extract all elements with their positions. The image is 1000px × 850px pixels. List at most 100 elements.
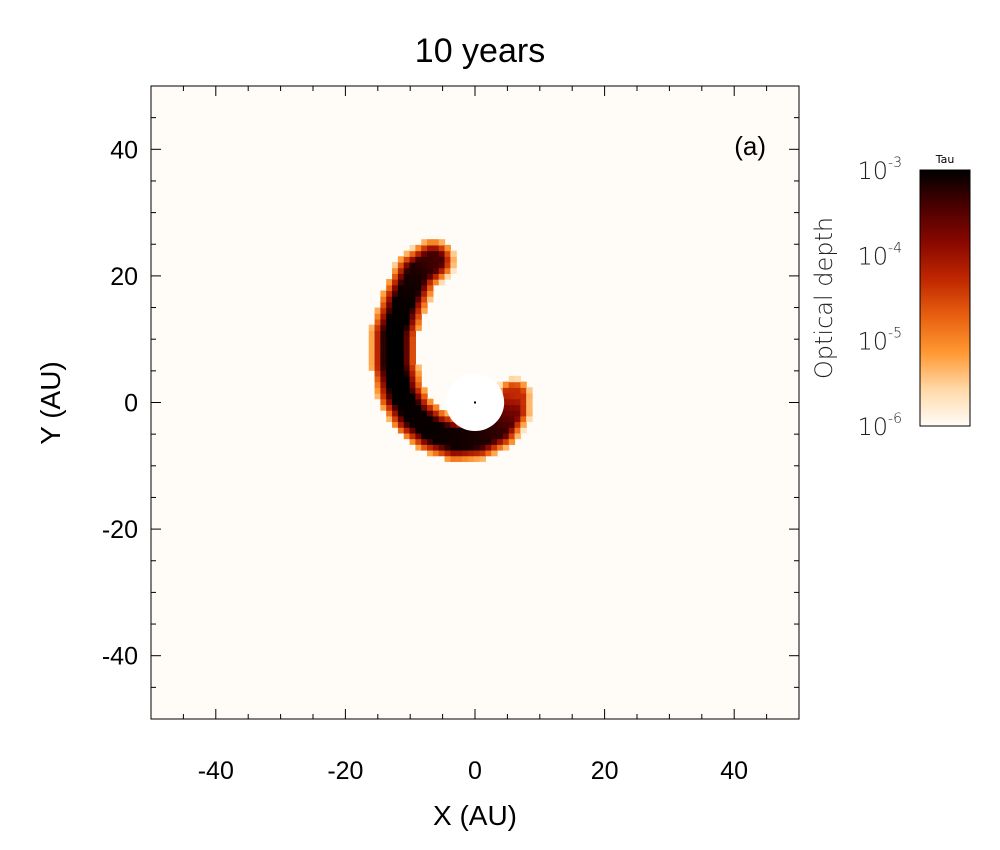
heatmap-cell [427, 296, 434, 303]
heatmap-cell [450, 267, 457, 274]
heatmap-cell [444, 244, 451, 252]
heatmap-cell [438, 415, 446, 423]
heatmap-cell [403, 393, 411, 400]
heatmap-cell [526, 410, 533, 417]
heatmap-cell [444, 455, 451, 462]
heatmap-cell [485, 449, 492, 457]
heatmap-cell [409, 347, 416, 354]
heatmap-cell [403, 284, 411, 292]
heatmap-cell [397, 336, 405, 343]
y-tick-label: 40 [110, 136, 138, 164]
heatmap-cell [415, 432, 422, 440]
heatmap-cell [409, 296, 416, 303]
heatmap-cell [456, 455, 463, 462]
heatmap-cell [497, 438, 504, 445]
heatmap-cell [380, 398, 387, 405]
heatmap-cell [386, 347, 393, 354]
heatmap-cell [397, 301, 405, 309]
heatmap-cell [409, 273, 416, 280]
heatmap-cell [397, 421, 405, 428]
heatmap-cell [485, 427, 492, 434]
heatmap-cell [427, 250, 434, 257]
heatmap-cell [456, 438, 463, 445]
heatmap-cell [462, 449, 469, 457]
heatmap-cell [491, 427, 498, 434]
heatmap-cell [497, 421, 504, 428]
heatmap-cell [450, 261, 457, 269]
heatmap-cell [386, 336, 393, 343]
heatmap-cell [491, 444, 498, 451]
heatmap-cell [403, 358, 411, 366]
heatmap-cell [368, 358, 376, 366]
heatmap-cell [403, 381, 411, 388]
heatmap-cell [444, 421, 451, 428]
heatmap-cell [497, 415, 504, 423]
heatmap-cell [421, 261, 428, 269]
heatmap-cell [485, 432, 492, 440]
colorbar-tick-label: 10-4 [857, 240, 902, 270]
heatmap-cell [403, 398, 411, 405]
heatmap-cell [392, 393, 399, 400]
heatmap-cell [421, 279, 428, 286]
heatmap-cell [409, 250, 416, 257]
heatmap-cell [403, 370, 411, 377]
heatmap-cell [427, 261, 434, 269]
heatmap-cell [397, 347, 405, 354]
heatmap-cell [456, 444, 463, 451]
heatmap-cell [409, 267, 416, 274]
heatmap-cell [473, 432, 481, 440]
heatmap-cell [380, 318, 387, 326]
heatmap-cell [450, 256, 457, 263]
heatmap-cell [427, 290, 434, 297]
heatmap-cell [427, 273, 434, 280]
heatmap-cell [502, 393, 510, 400]
heatmap-cell [508, 381, 516, 388]
heatmap-cell [526, 387, 533, 394]
heatmap-cell [438, 410, 446, 417]
x-tick-label: -20 [327, 757, 363, 785]
heatmap-cell [415, 415, 422, 423]
heatmap-cell [421, 387, 428, 394]
heatmap-cell [421, 432, 428, 440]
heatmap-cell [368, 353, 376, 360]
heatmap-cell [374, 341, 381, 349]
heatmap-cell [392, 364, 399, 371]
heatmap-cell [403, 261, 411, 269]
heatmap-cell [380, 347, 387, 354]
heatmap-cell [450, 432, 457, 440]
heatmap-cell [432, 449, 440, 457]
heatmap-cell [409, 341, 416, 349]
heatmap-cell [508, 421, 516, 428]
heatmap-cell [386, 353, 393, 360]
heatmap-cell [415, 261, 422, 269]
heatmap-cell [415, 370, 422, 377]
heatmap-cell [392, 358, 399, 366]
heatmap-cell [520, 387, 527, 394]
chart-title: 10 years [415, 32, 545, 70]
heatmap-cell [386, 341, 393, 349]
heatmap-cell [438, 239, 446, 246]
heatmap-cell [485, 444, 492, 451]
heatmap-cell [368, 324, 376, 331]
y-tick-label: -20 [102, 516, 138, 544]
heatmap-cell [450, 438, 457, 445]
heatmap-cell [380, 387, 387, 394]
heatmap-cell [502, 398, 510, 405]
heatmap-cell [415, 438, 422, 445]
heatmap-cell [502, 410, 510, 417]
heatmap-cell [409, 358, 416, 366]
heatmap-cell [444, 410, 451, 417]
heatmap-cell [403, 330, 411, 337]
heatmap-cell [444, 449, 451, 457]
heatmap-cell [392, 296, 399, 303]
heatmap-cell [409, 415, 416, 423]
heatmap-cell [409, 370, 416, 377]
heatmap-cell [380, 336, 387, 343]
heatmap-cell [467, 432, 475, 440]
heatmap-cell [409, 284, 416, 292]
heatmap-cell [514, 410, 521, 417]
heatmap-cell [415, 427, 422, 434]
heatmap-cell [386, 370, 393, 377]
heatmap-cell [368, 330, 376, 337]
heatmap-cell [432, 279, 440, 286]
